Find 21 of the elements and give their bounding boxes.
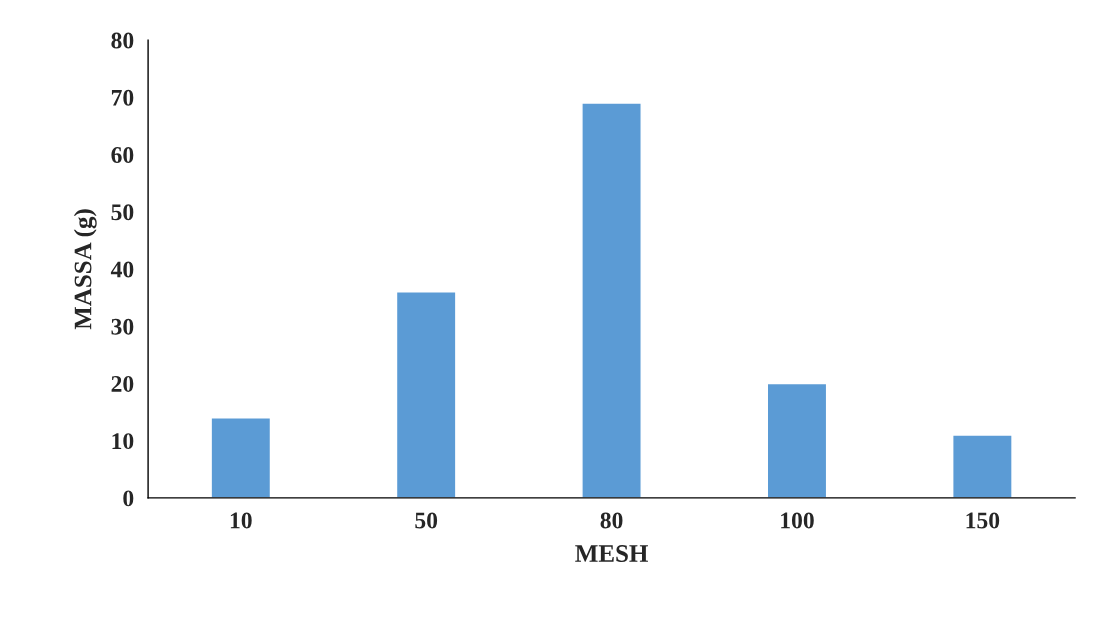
bar bbox=[210, 417, 272, 498]
x-tick-label: 50 bbox=[415, 512, 438, 529]
x-tick-label: 80 bbox=[600, 512, 623, 529]
x-tick-label: 150 bbox=[966, 512, 1000, 529]
y-tick-label: 70 bbox=[111, 89, 134, 106]
x-tick-label: 10 bbox=[230, 512, 252, 529]
bar bbox=[952, 434, 1013, 498]
bar bbox=[395, 291, 457, 498]
y-tick-label: 30 bbox=[111, 318, 134, 335]
y-tick-label: 60 bbox=[111, 147, 134, 163]
y-axis-title: MASSA (g) bbox=[73, 209, 97, 330]
bar bbox=[766, 382, 828, 498]
x-axis-title: MESH bbox=[575, 545, 648, 562]
y-tick-label: 50 bbox=[111, 204, 134, 221]
y-tick-label: 80 bbox=[111, 32, 134, 49]
y-tick-label: 20 bbox=[111, 375, 134, 392]
bar bbox=[581, 102, 642, 498]
y-tick-label: 10 bbox=[112, 433, 134, 450]
y-tick-label: 0 bbox=[123, 490, 134, 507]
x-tick-label: 100 bbox=[781, 512, 814, 529]
y-tick-label: 40 bbox=[110, 261, 134, 278]
